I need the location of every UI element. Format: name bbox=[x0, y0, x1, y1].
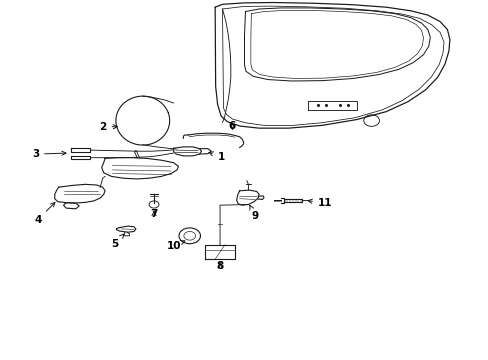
Text: 3: 3 bbox=[32, 149, 66, 159]
Text: 8: 8 bbox=[216, 261, 223, 271]
Text: 7: 7 bbox=[150, 209, 158, 219]
Text: 2: 2 bbox=[99, 122, 117, 132]
Text: 1: 1 bbox=[208, 152, 224, 162]
Text: 10: 10 bbox=[166, 240, 184, 251]
Text: 4: 4 bbox=[34, 203, 55, 225]
Text: 5: 5 bbox=[111, 234, 123, 249]
Text: 6: 6 bbox=[228, 121, 235, 131]
Text: 9: 9 bbox=[249, 205, 259, 221]
Text: 11: 11 bbox=[307, 198, 332, 208]
